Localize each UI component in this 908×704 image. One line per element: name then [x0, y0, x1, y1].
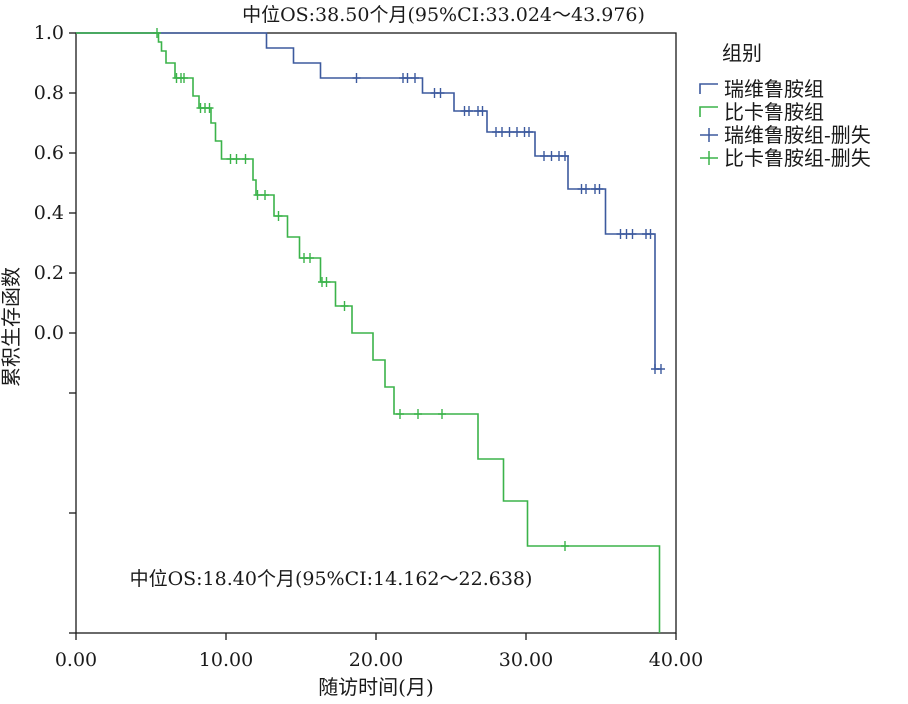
- legend-title: 组别: [722, 41, 762, 65]
- legend-swatch-step: [699, 106, 718, 117]
- median-os-annotation: 中位OS:38.50个月(95%CI:33.024～43.976): [242, 4, 645, 26]
- y-tick-label: 0.4: [34, 202, 64, 224]
- legend-label: 比卡鲁胺组: [724, 100, 824, 124]
- censor-mark-b: [561, 541, 569, 551]
- censor-mark-b: [396, 409, 404, 419]
- censor-mark-a: [513, 127, 521, 137]
- censor-mark-a: [465, 106, 473, 116]
- x-tick-label: 0.00: [55, 649, 97, 671]
- censor-mark-b: [180, 73, 188, 83]
- censor-mark-a: [352, 73, 361, 83]
- series-layer: [76, 28, 665, 633]
- legend-label: 比卡鲁胺组-删失: [724, 146, 871, 170]
- censor-mark-b: [261, 190, 269, 200]
- legend-label: 瑞维鲁胺组-删失: [724, 123, 871, 147]
- censor-mark-a: [436, 88, 445, 98]
- y-tick-label: 0.2: [34, 262, 64, 284]
- censor-mark-a: [657, 364, 665, 374]
- censor-mark-b: [340, 301, 349, 311]
- plot-frame: [75, 32, 677, 634]
- x-tick-label: 40.00: [649, 649, 703, 671]
- y-tick-label: 0.6: [34, 142, 64, 164]
- legend-swatch-censor: [700, 128, 718, 142]
- censor-mark-a: [582, 184, 590, 194]
- y-tick-label: 1.0: [34, 22, 64, 44]
- censor-mark-a: [547, 151, 556, 161]
- legend-item: 瑞维鲁胺组-删失: [700, 123, 871, 147]
- censor-mark-a: [628, 229, 637, 239]
- censor-mark-b: [241, 154, 250, 164]
- censor-mark-b: [232, 154, 241, 164]
- survival-curve-b: [76, 32, 661, 633]
- censor-mark-a: [525, 127, 533, 137]
- censor-mark-a: [505, 127, 514, 137]
- legend-item: 比卡鲁胺组: [699, 100, 824, 124]
- censor-mark-a: [498, 127, 506, 137]
- censor-mark-a: [646, 229, 655, 239]
- x-tick-label: 10.00: [199, 649, 253, 671]
- y-tick-label: 0.8: [34, 82, 64, 104]
- legend-item: 瑞维鲁胺组: [699, 77, 824, 101]
- censor-mark-b: [438, 409, 446, 419]
- y-tick-label: 0.0: [34, 322, 64, 344]
- censor-mark-a: [403, 73, 412, 83]
- censor-mark-b: [274, 211, 283, 221]
- censor-mark-a: [478, 106, 487, 116]
- legend-label: 瑞维鲁胺组: [724, 77, 824, 101]
- series-b: [76, 28, 661, 633]
- censor-mark-b: [205, 103, 214, 113]
- censor-mark-a: [595, 184, 604, 194]
- legend-item: 比卡鲁胺组-删失: [700, 146, 871, 170]
- censor-mark-b: [322, 277, 331, 287]
- survival-curve-a: [76, 32, 661, 370]
- y-axis: 1.0 0.8 0.6 0.4 0.2 0.0: [34, 22, 76, 634]
- x-axis: 0.00 10.00 20.00 30.00 40.00: [55, 633, 703, 671]
- annotation-layer: 中位OS:38.50个月(95%CI:33.024～43.976) 中位OS:18…: [130, 4, 645, 590]
- x-axis-title: 随访时间(月): [318, 675, 434, 699]
- legend-swatch-censor: [700, 151, 718, 165]
- censor-mark-b: [153, 28, 161, 38]
- censor-mark-b: [306, 253, 314, 263]
- censor-mark-a: [561, 151, 569, 161]
- x-tick-label: 30.00: [499, 649, 553, 671]
- censor-mark-b: [253, 190, 262, 200]
- y-axis-title: 累积生存函数: [0, 267, 23, 387]
- censor-mark-a: [540, 151, 548, 161]
- legend-swatch-step: [699, 83, 718, 94]
- plot-area: [75, 32, 677, 634]
- series-a: [76, 32, 665, 374]
- censor-mark-b: [414, 409, 422, 419]
- x-tick-label: 20.00: [349, 649, 403, 671]
- censor-mark-a: [411, 73, 419, 83]
- median-os-annotation: 中位OS:18.40个月(95%CI:14.162～22.638): [130, 568, 533, 590]
